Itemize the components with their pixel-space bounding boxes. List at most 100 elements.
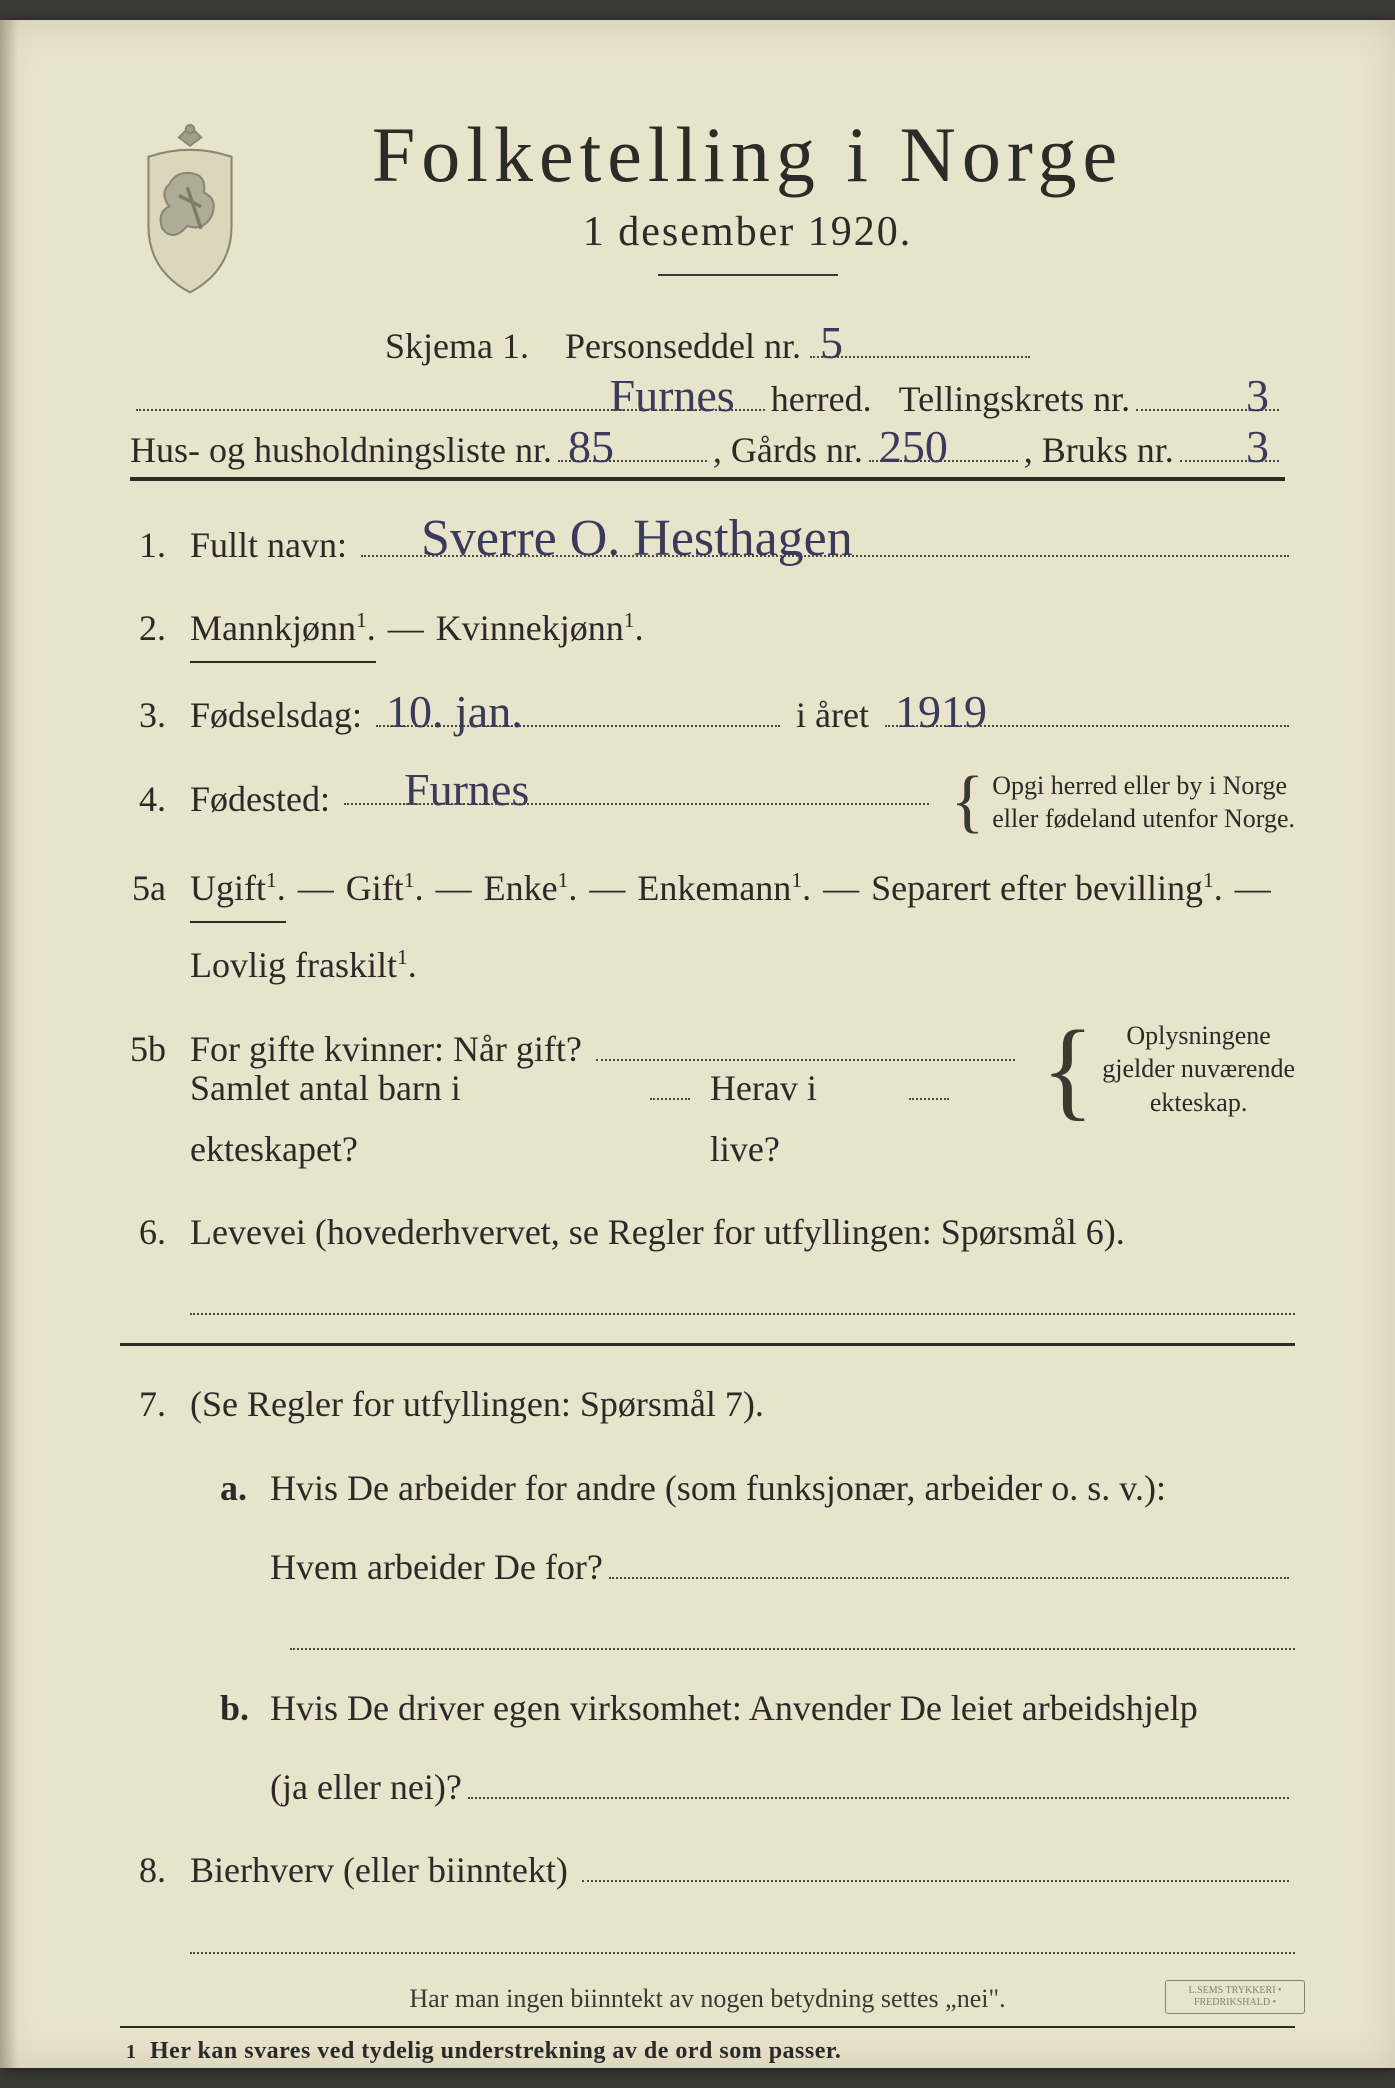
printer-stamp: L.SEMS TRYKKERI • FREDRIKSHALD • (1165, 1980, 1305, 2014)
gards-value: 250 (879, 424, 948, 470)
q5b-l2b-field (909, 1064, 949, 1100)
q4-note-l1: Opgi herred eller by i Norge (992, 769, 1295, 803)
q5a-gift: Gift1. (346, 858, 424, 919)
q6-text: Levevei (hovederhvervet, se Regler for u… (190, 1202, 1125, 1263)
q2-num: 2. (120, 598, 190, 659)
q2-row: 2. Mannkjønn1. — Kvinnekjønn1. (120, 598, 1295, 663)
q7b-field (468, 1763, 1289, 1799)
gards-label: , Gårds nr. (713, 429, 863, 471)
bruks-label: , Bruks nr. (1024, 429, 1174, 471)
q7a-field (609, 1543, 1289, 1579)
q7a-l1: Hvis De arbeider for andre (som funksjon… (270, 1458, 1166, 1519)
husliste-label: Hus- og husholdningsliste nr. (130, 429, 552, 471)
dash: — (388, 598, 424, 659)
husliste-value: 85 (568, 424, 614, 470)
herred-value: Furnes (609, 373, 734, 419)
footnote-num: 1 (126, 2041, 136, 2064)
personseddel-label: Personseddel nr. (565, 326, 801, 366)
herred-label: herred. (771, 378, 872, 420)
q4-value: Furnes (404, 767, 529, 813)
q7a-l2: Hvem arbeider De for? (270, 1537, 603, 1598)
tellingskrets-label: Tellingskrets nr. (899, 378, 1130, 420)
q1-row: 1. Fullt navn: Sverre O. Hesthagen (120, 515, 1295, 576)
tellingskrets-value: 3 (1246, 373, 1269, 419)
q3-year-label: i året (796, 685, 869, 746)
q7b-l2: (ja eller nei)? (270, 1757, 462, 1818)
q5a-num: 5a (120, 858, 190, 919)
q7b-l1: Hvis De driver egen virksomhet: Anvender… (270, 1678, 1198, 1739)
footer-note: Har man ingen biinntekt av nogen betydni… (120, 1984, 1295, 2014)
q3-day-value: 10. jan. (386, 689, 523, 735)
q3-label: Fødselsdag: (190, 685, 362, 746)
q7a-answer-line (290, 1620, 1295, 1650)
bruks-field: 3 (1180, 426, 1279, 462)
tellingskrets-field: 3 (1136, 375, 1279, 411)
footnote: 1 Her kan svares ved tydelig understrekn… (120, 2026, 1295, 2065)
q3-day-field: 10. jan. (376, 691, 780, 727)
form-body: 1. Fullt navn: Sverre O. Hesthagen 2. Ma… (120, 515, 1295, 2065)
q5b-row: 5b For gifte kvinner: Når gift? { Oplysn… (120, 1019, 1295, 1181)
brace-icon: { (951, 781, 985, 823)
q8-num: 8. (120, 1840, 190, 1901)
q3-year-value: 1919 (895, 689, 987, 735)
herred-field: Furnes (136, 375, 765, 411)
form-date: 1 desember 1920. (300, 208, 1195, 256)
personseddel-field: 5 (810, 322, 1030, 358)
q5a-fraskilt: Lovlig fraskilt1. (190, 935, 417, 996)
q1-num: 1. (120, 515, 190, 576)
header: Folketelling i Norge 1 desember 1920. (120, 110, 1295, 312)
gards-field: 250 (869, 426, 1018, 462)
q8-field (582, 1846, 1289, 1882)
q4-field: Furnes (344, 769, 929, 805)
q8-answer-line (190, 1924, 1295, 1954)
q7a-letter: a. (220, 1458, 270, 1519)
q5a-ugift: Ugift1. (190, 858, 286, 923)
q7a-row: a. Hvis De arbeider for andre (som funks… (170, 1458, 1295, 1598)
q4-note: { Opgi herred eller by i Norge eller fød… (951, 769, 1295, 837)
q7-row: 7. (Se Regler for utfyllingen: Spørsmål … (120, 1374, 1295, 1435)
q6-row: 6. Levevei (hovederhvervet, se Regler fo… (120, 1202, 1295, 1263)
coat-of-arms-icon (120, 118, 260, 298)
q5a-enkemann: Enkemann1. (637, 858, 811, 919)
bruks-value: 3 (1246, 424, 1269, 470)
q5b-note: { Oplysningene gjelder nuværende ekteska… (1041, 1019, 1295, 1120)
husliste-field: 85 (558, 426, 707, 462)
q5b-l1-field (596, 1025, 1016, 1061)
q8-row: 8. Bierhverv (eller biinntekt) (120, 1840, 1295, 1901)
q8-label: Bierhverv (eller biinntekt) (190, 1840, 568, 1901)
q5b-num: 5b (120, 1019, 190, 1080)
footnote-text: Her kan svares ved tydelig understreknin… (150, 2038, 841, 2065)
q2-mann: Mannkjønn1. (190, 598, 376, 663)
q3-num: 3. (120, 685, 190, 746)
meta-block: Skjema 1. Personseddel nr. 5 Furnes herr… (130, 322, 1285, 481)
q5a-row: 5a Ugift1. — Gift1. — Enke1. — Enkemann1… (120, 858, 1295, 996)
title-block: Folketelling i Norge 1 desember 1920. (300, 110, 1295, 312)
meta-line-skjema: Skjema 1. Personseddel nr. 5 (130, 322, 1285, 367)
skjema-label: Skjema 1. (385, 326, 529, 366)
q5b-l2a: Samlet antal barn i ekteskapet? (190, 1058, 636, 1180)
meta-line-hus: Hus- og husholdningsliste nr. 85 , Gårds… (130, 426, 1285, 481)
title-rule (658, 274, 838, 276)
q1-label: Fullt navn: (190, 515, 347, 576)
q4-note-l2: eller fødeland utenfor Norge. (992, 802, 1295, 836)
q5b-l2b: Herav i live? (710, 1058, 895, 1180)
brace-icon: { (1041, 1036, 1094, 1102)
q7b-row: b. Hvis De driver egen virksomhet: Anven… (170, 1678, 1295, 1818)
form-title: Folketelling i Norge (300, 110, 1195, 200)
q4-row: 4. Fødested: Furnes { Opgi herred eller … (120, 769, 1295, 837)
section-divider-1 (120, 1343, 1295, 1346)
q2-kvinne: Kvinnekjønn1. (436, 598, 644, 659)
q5b-note-l2: gjelder nuværende (1102, 1052, 1295, 1086)
q5b-note-l1: Oplysningene (1102, 1019, 1295, 1053)
q7b-letter: b. (220, 1678, 270, 1739)
personseddel-value: 5 (820, 320, 843, 366)
q6-num: 6. (120, 1202, 190, 1263)
q7-intro: (Se Regler for utfyllingen: Spørsmål 7). (190, 1374, 764, 1435)
q1-field: Sverre O. Hesthagen (361, 521, 1289, 557)
q3-year-field: 1919 (885, 691, 1289, 727)
q5a-separert: Separert efter bevilling1. (871, 858, 1223, 919)
q4-label: Fødested: (190, 769, 330, 830)
q1-value: Sverre O. Hesthagen (421, 513, 853, 565)
q5b-l2a-field (650, 1064, 690, 1100)
meta-line-herred: Furnes herred. Tellingskrets nr. 3 (130, 375, 1285, 420)
